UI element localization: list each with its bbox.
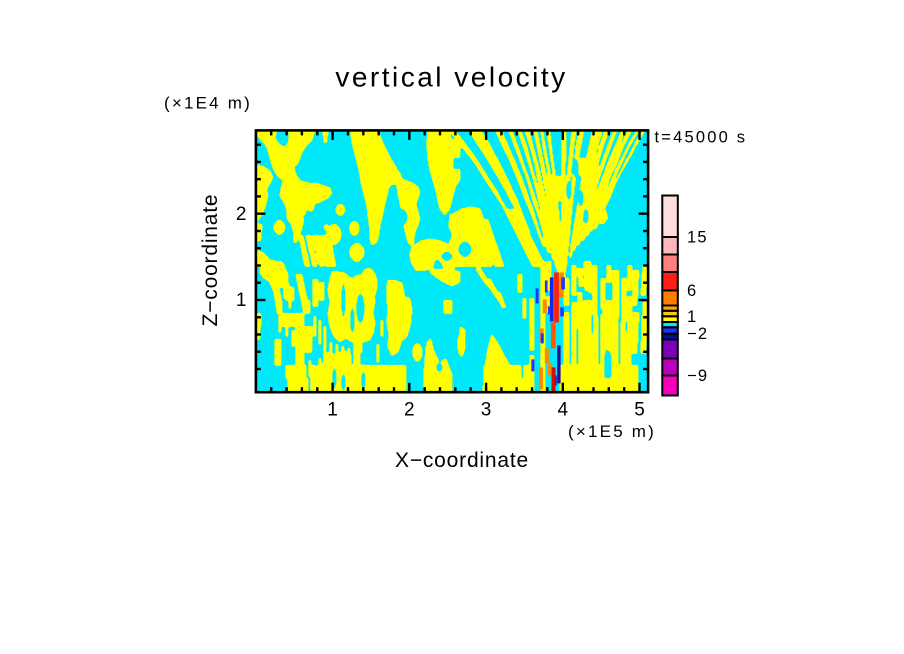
svg-text:Z−coordinate: Z−coordinate — [199, 194, 222, 327]
svg-text:t=45000 s: t=45000 s — [655, 129, 748, 147]
svg-text:−9: −9 — [687, 367, 708, 385]
svg-text:1: 1 — [236, 290, 247, 311]
svg-text:4: 4 — [558, 400, 569, 421]
svg-text:3: 3 — [481, 400, 492, 421]
svg-text:2: 2 — [404, 400, 415, 421]
svg-text:(×1E4 m): (×1E4 m) — [164, 94, 252, 113]
svg-text:1: 1 — [687, 308, 697, 326]
svg-text:2: 2 — [236, 204, 247, 225]
svg-text:X−coordinate: X−coordinate — [395, 449, 529, 472]
svg-text:1: 1 — [327, 400, 338, 421]
svg-text:−2: −2 — [687, 325, 708, 343]
svg-text:vertical velocity: vertical velocity — [335, 62, 567, 93]
svg-text:(×1E5 m): (×1E5 m) — [568, 422, 656, 441]
svg-text:5: 5 — [634, 400, 645, 421]
svg-text:6: 6 — [687, 282, 697, 300]
svg-text:15: 15 — [687, 229, 708, 247]
